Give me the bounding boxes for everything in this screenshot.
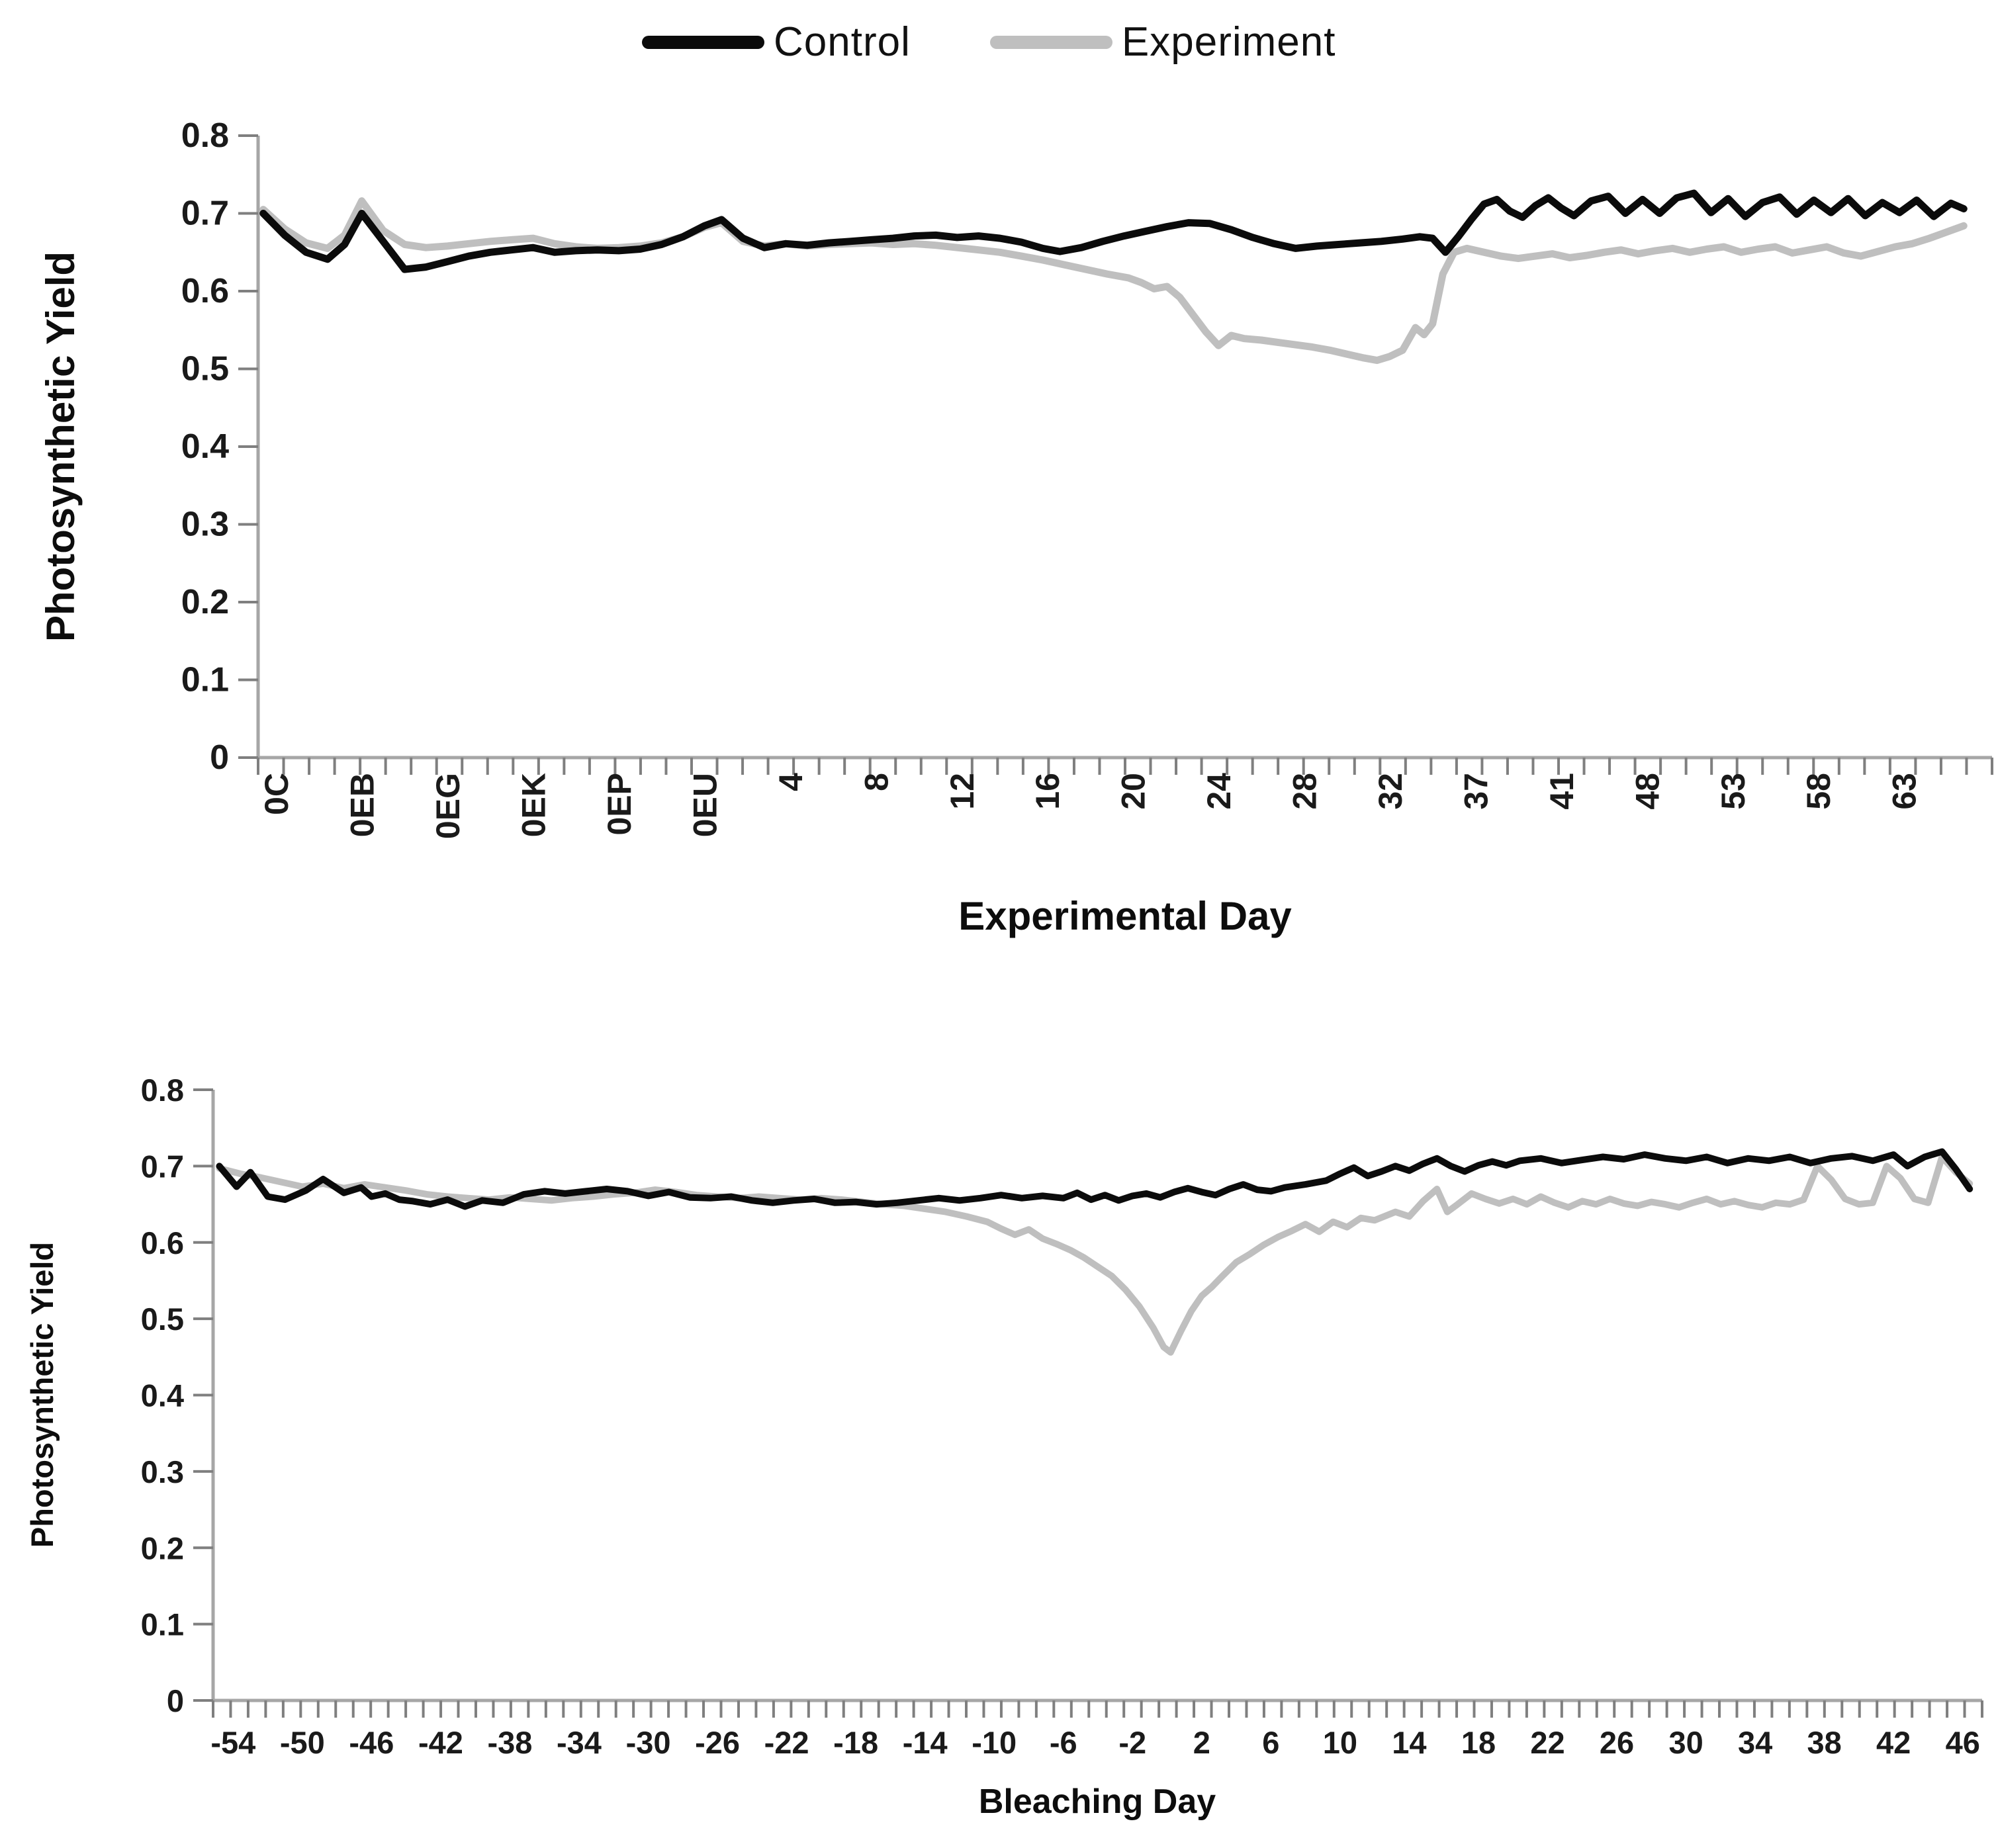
x-tick-label: 0EU <box>686 773 723 837</box>
series-experiment-line <box>216 1153 1973 1356</box>
legend-label-experiment: Experiment <box>1121 19 1336 65</box>
y-tick-label: 0 <box>167 1683 184 1718</box>
x-tick-label: 0C <box>258 773 295 815</box>
x-tick-label: 18 <box>1461 1725 1496 1760</box>
x-tick-label: -54 <box>210 1725 255 1760</box>
x-tick-label: 6 <box>1262 1725 1279 1760</box>
x-tick-label: -2 <box>1118 1725 1146 1760</box>
y-tick-label: 0.1 <box>181 661 229 699</box>
x-tick-label: 38 <box>1807 1725 1842 1760</box>
legend-item-control: Control <box>642 19 911 66</box>
y-tick-label: 0.3 <box>141 1454 184 1489</box>
x-tick-label: 46 <box>1946 1725 1980 1760</box>
x-tick-label: -26 <box>695 1725 740 1760</box>
y-tick-label: 0.5 <box>181 350 229 388</box>
x-tick-label: 0EG <box>430 773 467 839</box>
series-control-line <box>216 1148 1973 1210</box>
y-tick-label: 0.1 <box>141 1607 184 1642</box>
x-tick-label: 37 <box>1457 773 1494 810</box>
y-tick-label: 0.2 <box>181 583 229 621</box>
y-tick-label: 0.7 <box>141 1149 184 1184</box>
axis-lines <box>211 1090 1982 1702</box>
y-tick-label: 0.2 <box>141 1530 184 1565</box>
x-tick-label: 12 <box>944 773 981 810</box>
series-control-line <box>259 189 1968 273</box>
x-tick-label: -22 <box>764 1725 809 1760</box>
x-tick-label: 22 <box>1530 1725 1565 1760</box>
y-tick-label: 0 <box>210 738 229 777</box>
bottom-y-axis-title: Photosynthetic Yield <box>24 1242 60 1548</box>
x-tick-label: -10 <box>972 1725 1017 1760</box>
x-tick-label: 10 <box>1323 1725 1357 1760</box>
x-tick-label: 20 <box>1115 773 1152 810</box>
y-tick-label: 0.6 <box>181 272 229 310</box>
x-tick-label: -30 <box>626 1725 671 1760</box>
x-tick-label: 24 <box>1201 773 1238 810</box>
x-tick-label: 0EB <box>344 773 381 837</box>
x-tick-label: 0EK <box>516 773 553 837</box>
x-tick-label: 16 <box>1029 773 1066 810</box>
x-tick-label: 63 <box>1886 773 1923 810</box>
y-tick-label: 0.4 <box>141 1378 184 1413</box>
x-tick-label: -14 <box>903 1725 948 1760</box>
x-tick-label: 2 <box>1193 1725 1210 1760</box>
x-tick-label: -38 <box>487 1725 532 1760</box>
x-tick-label: 8 <box>858 773 895 791</box>
top-x-axis-title: Experimental Day <box>958 894 1292 938</box>
axis-lines <box>256 136 1992 760</box>
x-tick-label: 42 <box>1876 1725 1911 1760</box>
series-experiment-line <box>259 197 1968 365</box>
x-tick-label: 30 <box>1668 1725 1703 1760</box>
legend-item-experiment: Experiment <box>989 19 1336 66</box>
y-tick-label: 0.6 <box>141 1225 184 1260</box>
x-tick-label: -34 <box>557 1725 602 1760</box>
x-tick-label: 34 <box>1738 1725 1772 1760</box>
experiment-line-swatch-icon <box>989 35 1112 49</box>
x-tick-label: 28 <box>1287 773 1324 810</box>
x-tick-label: -6 <box>1050 1725 1077 1760</box>
x-tick-label: 4 <box>772 773 809 791</box>
x-tick-label: 48 <box>1629 773 1666 810</box>
y-tick-label: 0.8 <box>141 1073 184 1108</box>
x-tick-label: 41 <box>1543 773 1580 810</box>
legend-label-control: Control <box>774 19 911 65</box>
x-tick-label: 58 <box>1800 773 1837 810</box>
bottom-x-axis-title: Bleaching Day <box>979 1782 1216 1821</box>
x-tick-label: 0EP <box>601 773 638 836</box>
x-tick-label: -46 <box>349 1725 394 1760</box>
y-tick-label: 0.3 <box>181 506 229 544</box>
y-tick-label: 0.5 <box>141 1301 184 1337</box>
x-tick-label: 53 <box>1715 773 1752 810</box>
x-tick-label: -42 <box>418 1725 463 1760</box>
x-tick-label: -50 <box>280 1725 325 1760</box>
experimental-day-chart: Photosynthetic Yield Experimental Day 00… <box>38 116 1993 938</box>
chart-legend: Control Experiment <box>642 19 1336 66</box>
y-tick-label: 0.4 <box>181 427 229 466</box>
bleaching-day-chart: Photosynthetic Yield Bleaching Day 0 0.1 0… <box>24 1073 1983 1821</box>
x-tick-label: 14 <box>1392 1725 1426 1760</box>
top-y-axis-title: Photosynthetic Yield <box>38 251 83 642</box>
control-line-swatch-icon <box>642 35 764 49</box>
x-tick-label: 32 <box>1372 773 1409 810</box>
y-tick-label: 0.7 <box>181 195 229 233</box>
x-tick-label: -18 <box>833 1725 878 1760</box>
x-tick-label: 26 <box>1600 1725 1634 1760</box>
y-tick-label: 0.8 <box>181 116 229 155</box>
